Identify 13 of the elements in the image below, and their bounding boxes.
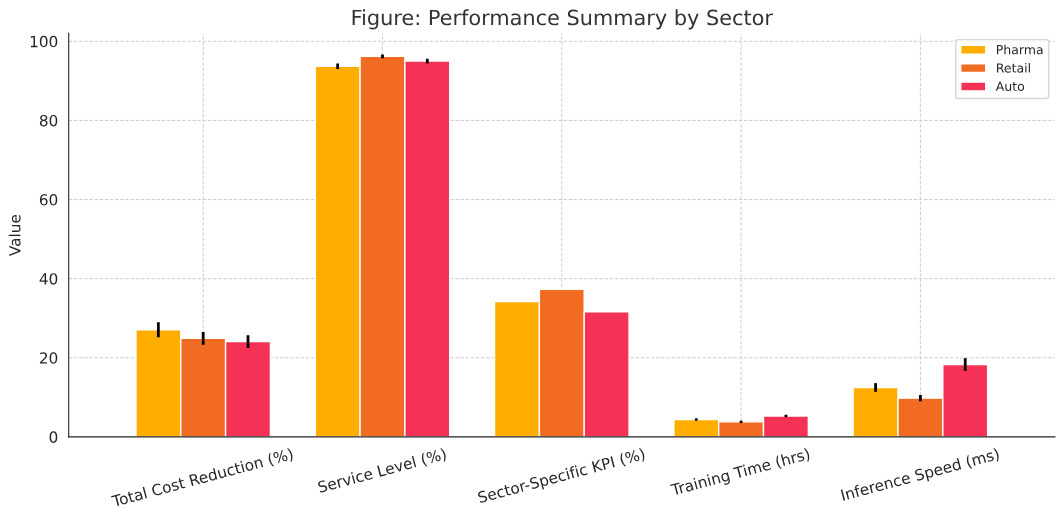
- y-tick-label: 20: [39, 352, 58, 364]
- legend-label: Auto: [995, 81, 1025, 92]
- legend-label: Pharma: [996, 44, 1043, 55]
- y-tick-label: 100: [30, 35, 58, 48]
- x-tick-label: Training Time (hrs): [669, 447, 811, 499]
- chart-title: Figure: Performance Summary by Sector: [352, 9, 773, 30]
- y-tick-label: 40: [39, 273, 58, 285]
- y-tick-label: 60: [39, 194, 58, 206]
- legend-label: Retail: [996, 63, 1030, 73]
- y-axis-title: Value: [8, 214, 21, 257]
- x-tick-label: Service Level (%): [317, 447, 448, 495]
- y-tick-label: 80: [39, 114, 58, 127]
- y-tick-label: 0: [49, 431, 58, 443]
